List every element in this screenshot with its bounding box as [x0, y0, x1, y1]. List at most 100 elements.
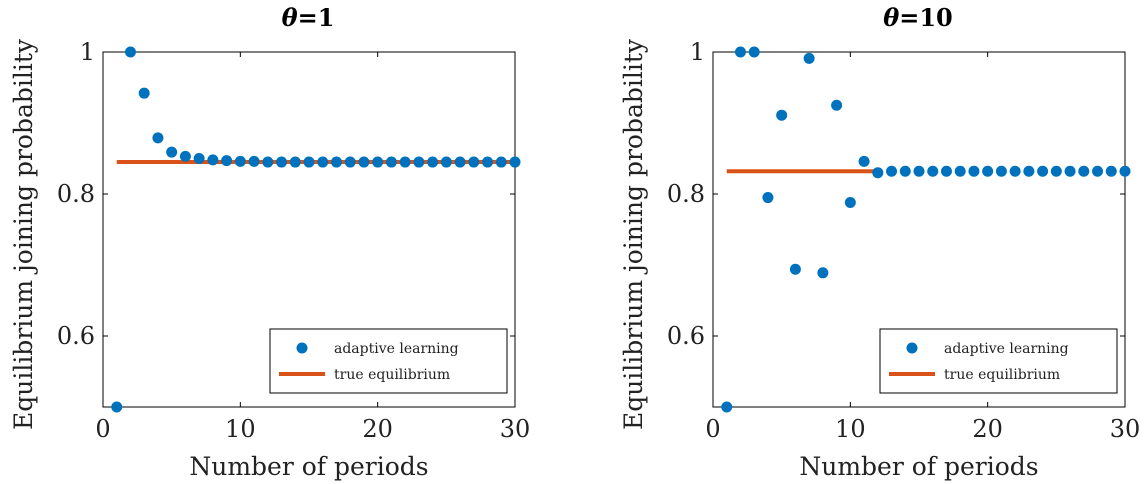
data-point	[899, 165, 911, 177]
legend-marker	[906, 342, 918, 354]
data-point	[179, 150, 191, 162]
data-point	[193, 153, 205, 164]
x-tick-label: 20	[972, 415, 1003, 443]
data-point	[1064, 165, 1076, 177]
legend-box	[269, 328, 508, 394]
plot-frame	[712, 51, 1126, 408]
legend-label: adaptive learning	[334, 341, 459, 357]
data-point	[789, 263, 801, 275]
data-point	[940, 165, 952, 177]
data-point	[913, 165, 925, 177]
data-point	[399, 156, 411, 168]
data-point	[317, 156, 329, 168]
data-point	[1009, 165, 1021, 177]
data-point	[803, 52, 815, 64]
chart-title: θ=10	[883, 3, 953, 32]
data-point	[111, 401, 123, 413]
data-point	[138, 87, 150, 99]
data-point	[372, 156, 384, 168]
x-tick-label: 10	[835, 415, 866, 443]
x-axis-label: Number of periods	[799, 452, 1038, 481]
legend-label: true equilibrium	[944, 367, 1060, 383]
data-point	[427, 156, 439, 168]
data-layer	[111, 46, 521, 413]
title-value: =1	[298, 3, 335, 32]
legend-label: adaptive learning	[944, 341, 1069, 357]
data-point	[152, 132, 164, 144]
data-point	[831, 99, 843, 111]
y-tick-label: 0.6	[667, 322, 705, 350]
data-point	[509, 156, 521, 168]
title-symbol: θ	[883, 3, 899, 32]
data-point	[1092, 165, 1104, 177]
data-point	[1105, 165, 1117, 177]
data-point	[303, 156, 315, 168]
data-point	[968, 165, 980, 177]
legend-box	[879, 328, 1118, 394]
data-point	[385, 156, 397, 168]
x-tick-label: 10	[225, 415, 256, 443]
data-point	[734, 46, 746, 58]
data-point	[289, 156, 301, 168]
chart-panel-2: θ=10 0 10 20 30 0.6 0.8 1 Number of periods Equil…	[619, 3, 1140, 481]
data-point	[495, 156, 507, 168]
chart-title: θ=1	[282, 3, 335, 32]
data-point	[1037, 165, 1049, 177]
x-tick-label: 30	[500, 415, 531, 443]
data-point	[817, 267, 829, 279]
y-tick-label: 0.6	[57, 322, 95, 350]
data-point	[1023, 165, 1035, 177]
data-point	[276, 156, 288, 168]
y-axis-label: Equilibrium joining probability	[619, 38, 648, 430]
data-point	[166, 146, 178, 158]
data-point	[1119, 165, 1131, 177]
chart-panel-1: θ=1 0 10 20 30 0.6 0.8 1 Number of periods Equili…	[9, 3, 530, 481]
title-value: =10	[899, 3, 953, 32]
data-point	[358, 156, 370, 168]
data-point	[440, 156, 452, 168]
data-point	[207, 154, 219, 166]
x-tick-label: 30	[1110, 415, 1141, 443]
data-point	[748, 46, 760, 58]
data-point	[330, 156, 342, 168]
legend: adaptive learning true equilibrium	[269, 328, 508, 394]
data-point	[1078, 165, 1090, 177]
y-tick-label: 1	[690, 38, 705, 66]
y-axis-label: Equilibrium joining probability	[9, 38, 38, 430]
data-point	[858, 155, 870, 167]
data-point	[248, 155, 260, 167]
data-point	[762, 192, 774, 204]
x-tick-label: 0	[95, 415, 110, 443]
data-point	[413, 156, 425, 168]
data-point	[124, 46, 136, 58]
legend-label: true equilibrium	[334, 367, 450, 383]
data-point	[234, 155, 246, 167]
data-point	[954, 165, 966, 177]
data-point	[454, 156, 466, 168]
data-point	[844, 197, 856, 209]
data-point	[886, 165, 898, 177]
y-tick-label: 0.8	[667, 180, 705, 208]
y-tick-label: 0.8	[57, 180, 95, 208]
data-point	[482, 156, 494, 168]
data-point	[721, 401, 733, 413]
data-point	[468, 156, 480, 168]
x-tick-label: 20	[362, 415, 393, 443]
plot-frame	[102, 51, 516, 408]
data-point	[776, 109, 788, 121]
data-point	[995, 165, 1007, 177]
legend: adaptive learning true equilibrium	[879, 328, 1118, 394]
data-point	[262, 156, 274, 168]
title-symbol: θ	[282, 3, 298, 32]
y-tick-label: 1	[80, 38, 95, 66]
data-point	[982, 165, 994, 177]
data-point	[927, 165, 939, 177]
data-point	[221, 155, 233, 167]
data-point	[872, 167, 884, 179]
data-layer	[721, 46, 1131, 413]
x-axis-label: Number of periods	[189, 452, 428, 481]
x-tick-label: 0	[705, 415, 720, 443]
legend-marker	[296, 342, 308, 354]
data-point	[1050, 165, 1062, 177]
